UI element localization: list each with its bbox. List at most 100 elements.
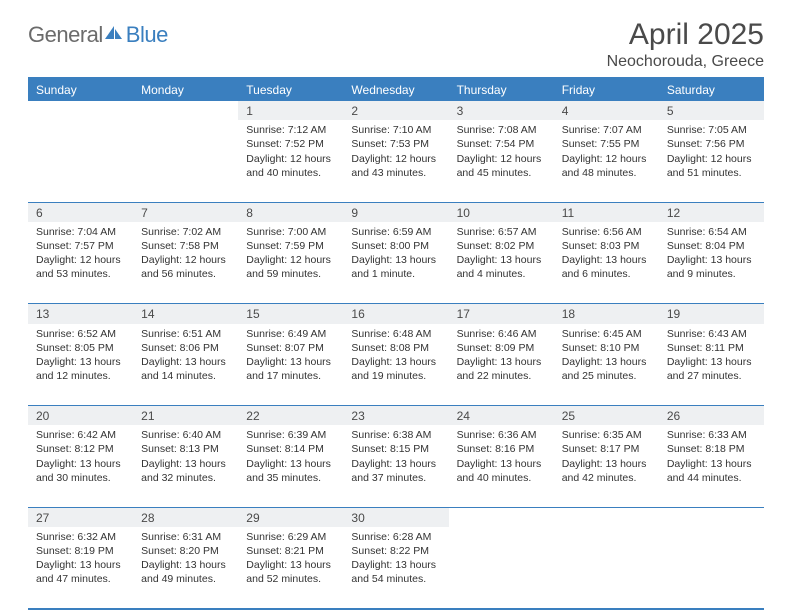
sunrise-text: Sunrise: 6:46 AM bbox=[457, 327, 546, 341]
day-cell: Sunrise: 6:52 AMSunset: 8:05 PMDaylight:… bbox=[28, 324, 133, 406]
day-number: 14 bbox=[133, 304, 238, 324]
sunrise-text: Sunrise: 6:33 AM bbox=[667, 428, 756, 442]
sunrise-text: Sunrise: 6:43 AM bbox=[667, 327, 756, 341]
day-cell: Sunrise: 7:00 AMSunset: 7:59 PMDaylight:… bbox=[238, 222, 343, 304]
sunrise-text: Sunrise: 6:52 AM bbox=[36, 327, 125, 341]
day-cell: Sunrise: 6:36 AMSunset: 8:16 PMDaylight:… bbox=[449, 425, 554, 507]
day-number: 25 bbox=[554, 406, 659, 426]
daylight-text: Daylight: 13 hours and 49 minutes. bbox=[141, 558, 230, 586]
day-cell: Sunrise: 6:43 AMSunset: 8:11 PMDaylight:… bbox=[659, 324, 764, 406]
day-number: 5 bbox=[659, 101, 764, 120]
sunrise-text: Sunrise: 7:12 AM bbox=[246, 123, 335, 137]
logo: General Blue bbox=[28, 18, 168, 48]
daylight-text: Daylight: 13 hours and 42 minutes. bbox=[562, 457, 651, 485]
day-cell: Sunrise: 7:02 AMSunset: 7:58 PMDaylight:… bbox=[133, 222, 238, 304]
empty-cell bbox=[659, 527, 764, 609]
sunset-text: Sunset: 7:59 PM bbox=[246, 239, 335, 253]
day-cell: Sunrise: 6:32 AMSunset: 8:19 PMDaylight:… bbox=[28, 527, 133, 609]
daylight-text: Daylight: 13 hours and 19 minutes. bbox=[351, 355, 440, 383]
sunrise-text: Sunrise: 6:59 AM bbox=[351, 225, 440, 239]
empty-cell bbox=[659, 507, 764, 527]
day-cell: Sunrise: 6:49 AMSunset: 8:07 PMDaylight:… bbox=[238, 324, 343, 406]
day-number: 11 bbox=[554, 202, 659, 222]
daylight-text: Daylight: 12 hours and 45 minutes. bbox=[457, 152, 546, 180]
day-cell: Sunrise: 6:31 AMSunset: 8:20 PMDaylight:… bbox=[133, 527, 238, 609]
sunset-text: Sunset: 8:06 PM bbox=[141, 341, 230, 355]
day-number: 18 bbox=[554, 304, 659, 324]
daylight-text: Daylight: 13 hours and 27 minutes. bbox=[667, 355, 756, 383]
sunset-text: Sunset: 8:08 PM bbox=[351, 341, 440, 355]
sunrise-text: Sunrise: 6:54 AM bbox=[667, 225, 756, 239]
daylight-text: Daylight: 13 hours and 4 minutes. bbox=[457, 253, 546, 281]
day-number: 4 bbox=[554, 101, 659, 120]
sunrise-text: Sunrise: 6:48 AM bbox=[351, 327, 440, 341]
day-number: 13 bbox=[28, 304, 133, 324]
sunset-text: Sunset: 7:57 PM bbox=[36, 239, 125, 253]
day-cell: Sunrise: 6:33 AMSunset: 8:18 PMDaylight:… bbox=[659, 425, 764, 507]
daylight-text: Daylight: 13 hours and 14 minutes. bbox=[141, 355, 230, 383]
empty-cell bbox=[449, 507, 554, 527]
sunrise-text: Sunrise: 6:39 AM bbox=[246, 428, 335, 442]
day-header: Sunday bbox=[28, 79, 133, 101]
day-cell: Sunrise: 6:39 AMSunset: 8:14 PMDaylight:… bbox=[238, 425, 343, 507]
day-cell: Sunrise: 7:07 AMSunset: 7:55 PMDaylight:… bbox=[554, 120, 659, 202]
daylight-text: Daylight: 13 hours and 6 minutes. bbox=[562, 253, 651, 281]
sunrise-text: Sunrise: 6:36 AM bbox=[457, 428, 546, 442]
sunrise-text: Sunrise: 7:04 AM bbox=[36, 225, 125, 239]
logo-sail-icon bbox=[103, 23, 123, 48]
daylight-text: Daylight: 13 hours and 30 minutes. bbox=[36, 457, 125, 485]
week-daynum-row: 12345 bbox=[28, 101, 764, 120]
week-daynum-row: 13141516171819 bbox=[28, 304, 764, 324]
day-number: 2 bbox=[343, 101, 448, 120]
daylight-text: Daylight: 12 hours and 53 minutes. bbox=[36, 253, 125, 281]
sunrise-text: Sunrise: 6:31 AM bbox=[141, 530, 230, 544]
daylight-text: Daylight: 13 hours and 35 minutes. bbox=[246, 457, 335, 485]
week-daynum-row: 27282930 bbox=[28, 507, 764, 527]
sunset-text: Sunset: 8:11 PM bbox=[667, 341, 756, 355]
day-number: 16 bbox=[343, 304, 448, 324]
day-number: 15 bbox=[238, 304, 343, 324]
sunset-text: Sunset: 8:10 PM bbox=[562, 341, 651, 355]
sunrise-text: Sunrise: 6:56 AM bbox=[562, 225, 651, 239]
daylight-text: Daylight: 13 hours and 44 minutes. bbox=[667, 457, 756, 485]
sunset-text: Sunset: 8:22 PM bbox=[351, 544, 440, 558]
day-cell: Sunrise: 7:05 AMSunset: 7:56 PMDaylight:… bbox=[659, 120, 764, 202]
location-label: Neochorouda, Greece bbox=[607, 53, 764, 71]
sunset-text: Sunset: 7:55 PM bbox=[562, 137, 651, 151]
empty-cell bbox=[28, 120, 133, 202]
sunset-text: Sunset: 8:05 PM bbox=[36, 341, 125, 355]
day-cell: Sunrise: 6:46 AMSunset: 8:09 PMDaylight:… bbox=[449, 324, 554, 406]
day-header: Saturday bbox=[659, 79, 764, 101]
sunset-text: Sunset: 7:52 PM bbox=[246, 137, 335, 151]
sunrise-text: Sunrise: 7:10 AM bbox=[351, 123, 440, 137]
day-cell: Sunrise: 7:08 AMSunset: 7:54 PMDaylight:… bbox=[449, 120, 554, 202]
day-number: 12 bbox=[659, 202, 764, 222]
daylight-text: Daylight: 12 hours and 43 minutes. bbox=[351, 152, 440, 180]
sunset-text: Sunset: 7:54 PM bbox=[457, 137, 546, 151]
day-number: 23 bbox=[343, 406, 448, 426]
day-cell: Sunrise: 6:48 AMSunset: 8:08 PMDaylight:… bbox=[343, 324, 448, 406]
page-title: April 2025 bbox=[607, 18, 764, 51]
day-cell: Sunrise: 6:35 AMSunset: 8:17 PMDaylight:… bbox=[554, 425, 659, 507]
day-number: 10 bbox=[449, 202, 554, 222]
day-number: 26 bbox=[659, 406, 764, 426]
day-cell: Sunrise: 7:04 AMSunset: 7:57 PMDaylight:… bbox=[28, 222, 133, 304]
day-number: 6 bbox=[28, 202, 133, 222]
sunset-text: Sunset: 8:16 PM bbox=[457, 442, 546, 456]
sunrise-text: Sunrise: 6:32 AM bbox=[36, 530, 125, 544]
sunset-text: Sunset: 8:21 PM bbox=[246, 544, 335, 558]
sunset-text: Sunset: 8:00 PM bbox=[351, 239, 440, 253]
day-header: Monday bbox=[133, 79, 238, 101]
logo-text-blue: Blue bbox=[126, 22, 168, 48]
day-number: 19 bbox=[659, 304, 764, 324]
header: General Blue April 2025 Neochorouda, Gre… bbox=[28, 18, 764, 71]
week-daynum-row: 6789101112 bbox=[28, 202, 764, 222]
daylight-text: Daylight: 13 hours and 12 minutes. bbox=[36, 355, 125, 383]
day-number: 1 bbox=[238, 101, 343, 120]
day-number: 20 bbox=[28, 406, 133, 426]
week-body-row: Sunrise: 7:04 AMSunset: 7:57 PMDaylight:… bbox=[28, 222, 764, 304]
day-cell: Sunrise: 7:12 AMSunset: 7:52 PMDaylight:… bbox=[238, 120, 343, 202]
daylight-text: Daylight: 13 hours and 17 minutes. bbox=[246, 355, 335, 383]
day-cell: Sunrise: 6:42 AMSunset: 8:12 PMDaylight:… bbox=[28, 425, 133, 507]
sunset-text: Sunset: 8:15 PM bbox=[351, 442, 440, 456]
